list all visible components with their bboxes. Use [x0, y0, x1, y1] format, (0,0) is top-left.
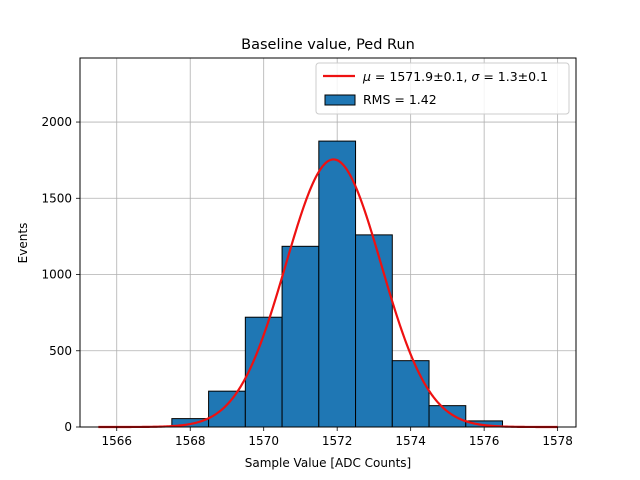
histogram-bar: [391, 360, 430, 428]
legend-fit-label: μ = 1571.9±0.1, σ = 1.3±0.1: [362, 69, 548, 84]
chart-title: Baseline value, Ped Run: [241, 37, 415, 53]
y-tick-label: 500: [49, 344, 72, 358]
x-tick-label: 1566: [101, 434, 132, 448]
x-tick-label: 1574: [395, 434, 426, 448]
plot-frame: [79, 57, 577, 428]
x-tick-label: 1572: [322, 434, 353, 448]
legend: μ = 1571.9±0.1, σ = 1.3±0.1 RMS = 1.42: [315, 62, 570, 115]
x-tick-label: 1570: [248, 434, 279, 448]
legend-mu-symbol: μ: [362, 69, 371, 84]
gaussian-fit-curve: [98, 158, 558, 429]
legend-box: [315, 62, 570, 115]
legend-sigma-value: = 1.3±0.1: [479, 69, 548, 84]
histogram-bar: [318, 140, 357, 428]
legend-histogram-swatch: [324, 94, 356, 106]
x-tick-label: 1568: [175, 434, 206, 448]
y-axis-ticks: 0 500 1000 1500 2000: [41, 115, 80, 434]
histogram-bar: [428, 405, 467, 428]
y-tick-label: 0: [64, 420, 72, 434]
legend-histogram-label: RMS = 1.42: [363, 92, 437, 107]
y-tick-label: 1500: [41, 191, 72, 205]
y-axis-label: Events: [16, 223, 30, 264]
histogram-bar: [281, 245, 320, 428]
legend-sigma-symbol: σ: [471, 69, 480, 84]
x-tick-label: 1578: [542, 434, 573, 448]
y-tick-label: 2000: [41, 115, 72, 129]
histogram-bar: [208, 390, 246, 428]
y-tick-label: 1000: [41, 268, 72, 282]
x-tick-label: 1576: [469, 434, 500, 448]
x-axis-label: Sample Value [ADC Counts]: [245, 456, 411, 470]
x-axis-ticks: 1566 1568 1570 1572 1574 1576 1578: [101, 427, 573, 448]
histogram-bars: [171, 140, 504, 428]
histogram-bar: [355, 234, 393, 428]
legend-mu-value: = 1571.9±0.1,: [371, 69, 471, 84]
